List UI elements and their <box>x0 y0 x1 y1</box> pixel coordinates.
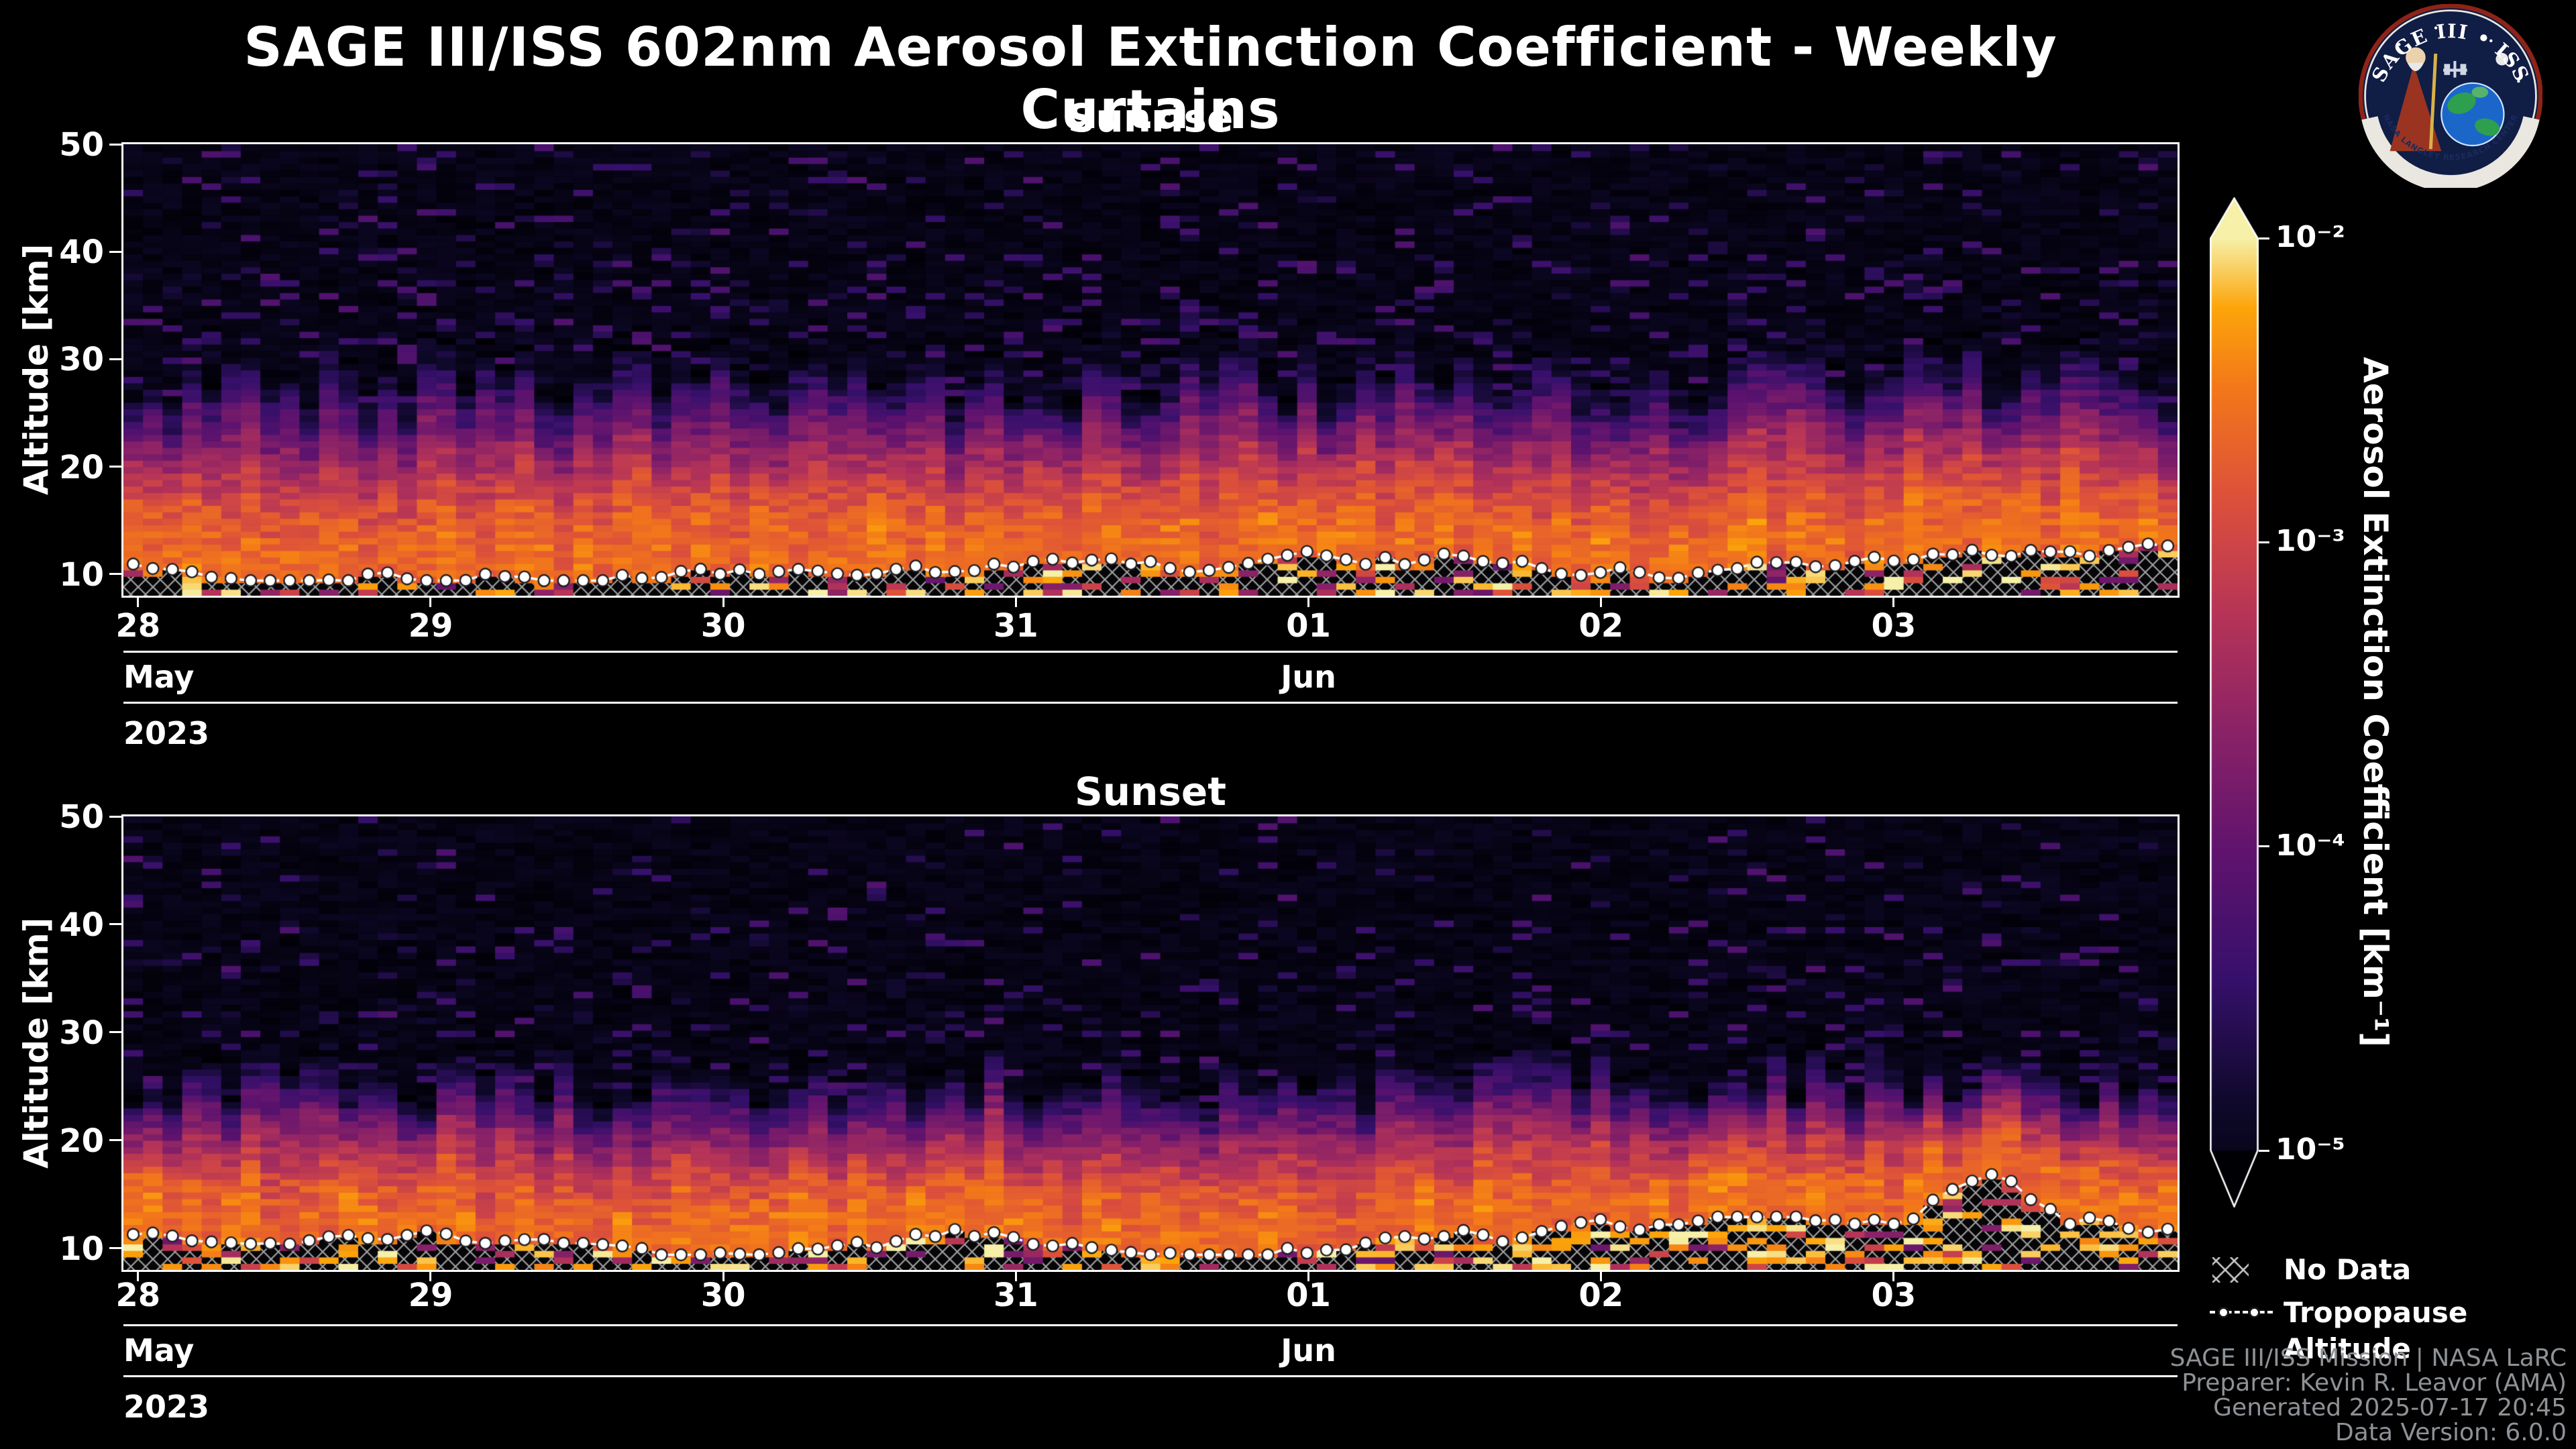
year-label: 2023 <box>123 1389 210 1425</box>
month-label: Jun <box>1281 1332 1336 1368</box>
colorbar-tick-label: 10⁻⁵ <box>2275 1132 2345 1167</box>
y-tick-mark <box>109 1139 121 1142</box>
x-tick-mark <box>429 598 432 607</box>
y-tick-label: 30 <box>59 1014 104 1052</box>
y-tick-label: 40 <box>59 233 104 272</box>
colorbar-tick-mark <box>2259 845 2269 848</box>
logo-moon <box>2496 52 2509 66</box>
date-axis-separator <box>123 651 2178 653</box>
footer-preparer: Preparer: Kevin R. Leavor (AMA) <box>2182 1369 2567 1397</box>
logo-iss <box>2443 60 2467 78</box>
tropopause-dot <box>2249 1307 2260 1318</box>
no-data-legend-label: No Data <box>2284 1253 2412 1286</box>
x-tick-label: 01 <box>1286 1277 1331 1314</box>
footer-version: Data Version: 6.0.0 <box>2335 1419 2567 1446</box>
date-axis-separator <box>123 702 2178 704</box>
x-tick-mark <box>429 1272 432 1281</box>
x-tick-label: 30 <box>700 607 746 645</box>
x-tick-label: 02 <box>1578 1277 1624 1314</box>
month-label: May <box>123 659 195 695</box>
date-axis-separator <box>123 1324 2178 1326</box>
y-tick-label: 10 <box>59 1230 104 1268</box>
y-tick-label: 20 <box>59 1122 104 1160</box>
y-tick-label: 10 <box>59 555 104 594</box>
colorbar-tick-mark <box>2259 1149 2269 1152</box>
footer-generated: Generated 2025-07-17 20:45 <box>2213 1394 2567 1421</box>
y-tick-label: 30 <box>59 341 104 379</box>
colorbar-tick-label: 10⁻³ <box>2275 524 2345 559</box>
logo-bottom-band <box>2361 116 2540 188</box>
footer-credits: SAGE III/ISS Mission | NASA LaRC Prepare… <box>2170 1346 2567 1445</box>
sunrise-heatmap-canvas <box>123 144 2178 596</box>
y-tick-label: 50 <box>59 126 104 164</box>
x-tick-label: 03 <box>1871 607 1917 645</box>
x-tick-label: 29 <box>408 607 453 645</box>
x-tick-label: 03 <box>1871 1277 1917 1314</box>
x-tick-label: 30 <box>700 1277 746 1314</box>
y-tick-mark <box>109 815 121 818</box>
sunset-heatmap-canvas <box>123 816 2178 1270</box>
x-tick-label: 31 <box>993 1277 1038 1314</box>
y-tick-mark <box>109 250 121 253</box>
sage-iss-logo: SAGE III • ISS NASA LANGLEY RESEARCH CEN… <box>2359 4 2542 188</box>
x-tick-mark <box>137 598 140 607</box>
y-tick-mark <box>109 1247 121 1250</box>
x-tick-mark <box>1892 1272 1895 1281</box>
year-label: 2023 <box>123 715 210 751</box>
figure-title: SAGE III/ISS 602nm Aerosol Extinction Co… <box>244 16 2057 141</box>
footer-mission: SAGE III/ISS Mission | NASA LaRC <box>2169 1344 2567 1372</box>
x-tick-mark <box>1307 598 1310 607</box>
colorbar-tick-label: 10⁻² <box>2275 220 2345 254</box>
x-tick-mark <box>1014 598 1017 607</box>
y-tick-label: 40 <box>59 906 104 944</box>
y-tick-mark <box>109 923 121 926</box>
logo-wizard <box>2390 47 2442 152</box>
month-label: Jun <box>1281 659 1336 695</box>
x-tick-mark <box>722 1272 724 1281</box>
sunrise-panel-title: Sunrise <box>1067 95 1234 141</box>
month-label: May <box>123 1332 195 1368</box>
tropopause-dot <box>2218 1307 2229 1318</box>
x-tick-label: 28 <box>115 1277 161 1314</box>
y-tick-label: 50 <box>59 798 104 836</box>
colorbar-tick-mark <box>2259 237 2269 239</box>
colorbar-tick-label: 10⁻⁴ <box>2275 828 2345 863</box>
x-tick-label: 31 <box>993 607 1038 645</box>
sunset-panel-title: Sunset <box>1075 769 1226 814</box>
y-tick-mark <box>109 358 121 360</box>
x-tick-mark <box>1892 598 1895 607</box>
colorbar-axis-label: Aerosol Extinction Coefficient [km⁻¹] <box>2356 357 2395 1048</box>
x-tick-label: 02 <box>1578 607 1624 645</box>
x-tick-mark <box>1307 1272 1310 1281</box>
x-tick-mark <box>722 598 724 607</box>
tropopause-line-icon <box>2210 1299 2273 1327</box>
x-tick-mark <box>1600 1272 1603 1281</box>
tropopause-dashed-line <box>2210 1311 2273 1313</box>
x-tick-mark <box>1014 1272 1017 1281</box>
logo-earth <box>2440 82 2505 147</box>
x-tick-mark <box>1600 598 1603 607</box>
no-data-hatch-icon <box>2212 1257 2249 1283</box>
y-tick-mark <box>109 573 121 576</box>
y-tick-mark <box>109 466 121 468</box>
y-tick-mark <box>109 1031 121 1034</box>
x-tick-label: 29 <box>408 1277 453 1314</box>
x-tick-label: 01 <box>1286 607 1331 645</box>
date-axis-separator <box>123 1375 2178 1377</box>
colorbar-tick-mark <box>2259 541 2269 543</box>
x-tick-mark <box>137 1272 140 1281</box>
x-tick-label: 28 <box>115 607 161 645</box>
colorbar <box>2210 197 2259 1208</box>
y-tick-label: 20 <box>59 448 104 486</box>
tropopause-legend-label: Tropopause Altitude <box>2284 1296 2468 1365</box>
y-tick-mark <box>109 143 121 146</box>
